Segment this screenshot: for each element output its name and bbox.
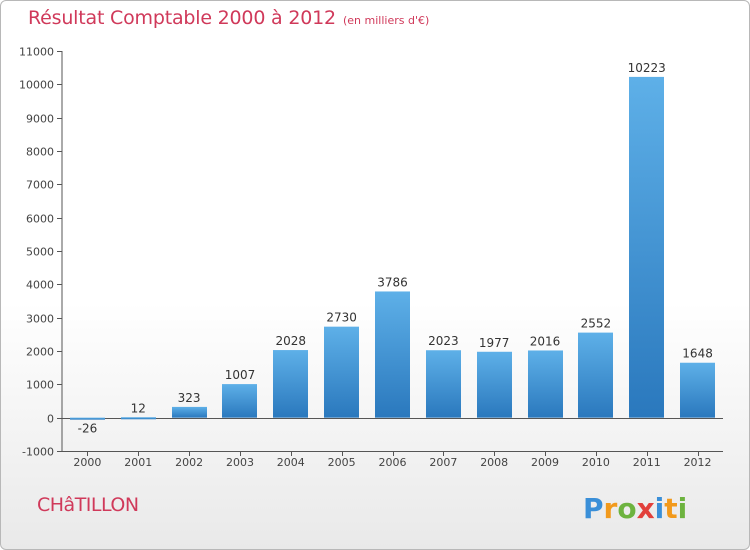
y-tick-label: 8000: [26, 146, 54, 159]
x-tick-label-2012: 2012: [684, 456, 712, 469]
svg-text:Proxiti: Proxiti: [583, 492, 687, 525]
value-label-2004: 2028: [276, 334, 307, 348]
x-tick-label-2010: 2010: [582, 456, 610, 469]
value-label-2003: 1007: [225, 368, 256, 382]
x-tick-label-2011: 2011: [633, 456, 661, 469]
chart-subtitle: (en milliers d'€): [343, 14, 430, 27]
bar-2009: [528, 350, 563, 418]
bar-2001: [121, 417, 156, 420]
y-tick-label: 4000: [26, 279, 54, 292]
x-tick-label-2000: 2000: [73, 456, 101, 469]
y-tick-label: 3000: [26, 313, 54, 326]
x-tick-label-2003: 2003: [226, 456, 254, 469]
y-tick-label: 9000: [26, 113, 54, 126]
x-tick-label-2008: 2008: [480, 456, 508, 469]
value-label-2007: 2023: [428, 334, 459, 348]
bar-2000: [70, 417, 105, 420]
value-label-2000: -26: [78, 422, 98, 436]
value-label-2010: 2552: [581, 317, 612, 331]
value-label-2008: 1977: [479, 336, 510, 350]
bar-2011: [629, 76, 664, 418]
value-label-2006: 3786: [377, 275, 408, 289]
x-tick-label-2004: 2004: [277, 456, 305, 469]
value-label-2009: 2016: [530, 334, 561, 348]
value-label-2011: 10223: [628, 61, 666, 75]
y-tick-label: 2000: [26, 346, 54, 359]
bar-2005: [324, 326, 359, 418]
bar-2007: [426, 350, 461, 418]
y-tick-label: 11000: [19, 46, 54, 59]
bar-2012: [680, 362, 715, 418]
bar-2006: [375, 291, 410, 418]
x-tick-label-2007: 2007: [429, 456, 457, 469]
bar-layer: [70, 76, 715, 420]
value-label-2001: 12: [131, 401, 146, 415]
x-tick-label-2002: 2002: [175, 456, 203, 469]
axis-layer: -1000 0 1000 2000 3000 4000 5000 6000 7000 8000 90…: [19, 46, 723, 469]
bar-2008: [477, 351, 512, 418]
bar-2010: [578, 332, 613, 418]
chart-title: Résultat Comptable 2000 à 2012: [28, 7, 336, 29]
y-tick-label: 10000: [19, 79, 54, 92]
bar-2004: [273, 350, 308, 418]
value-label-2012: 1648: [682, 347, 713, 361]
bar-2002: [172, 406, 207, 418]
x-tick-label-2005: 2005: [328, 456, 356, 469]
x-tick-label-2009: 2009: [531, 456, 559, 469]
y-tick-label: 5000: [26, 246, 54, 259]
bar-2003: [222, 384, 257, 418]
x-tick-label-2001: 2001: [124, 456, 152, 469]
commune-name: CHâTILLON: [37, 494, 139, 516]
x-tick-label-2006: 2006: [379, 456, 407, 469]
proxiti-logo: Proxiti: [583, 492, 687, 525]
value-label-2005: 2730: [326, 311, 357, 325]
y-tick-label: 7000: [26, 179, 54, 192]
y-tick-label: -1000: [22, 446, 54, 459]
y-tick-label: 1000: [26, 379, 54, 392]
label-layer: -26 12 323 1007 2028 2730 3786 2023 1977 2016 2552…: [78, 61, 713, 436]
y-tick-label: 6000: [26, 213, 54, 226]
y-tick-label: 0: [47, 413, 54, 426]
value-label-2002: 323: [178, 391, 201, 405]
